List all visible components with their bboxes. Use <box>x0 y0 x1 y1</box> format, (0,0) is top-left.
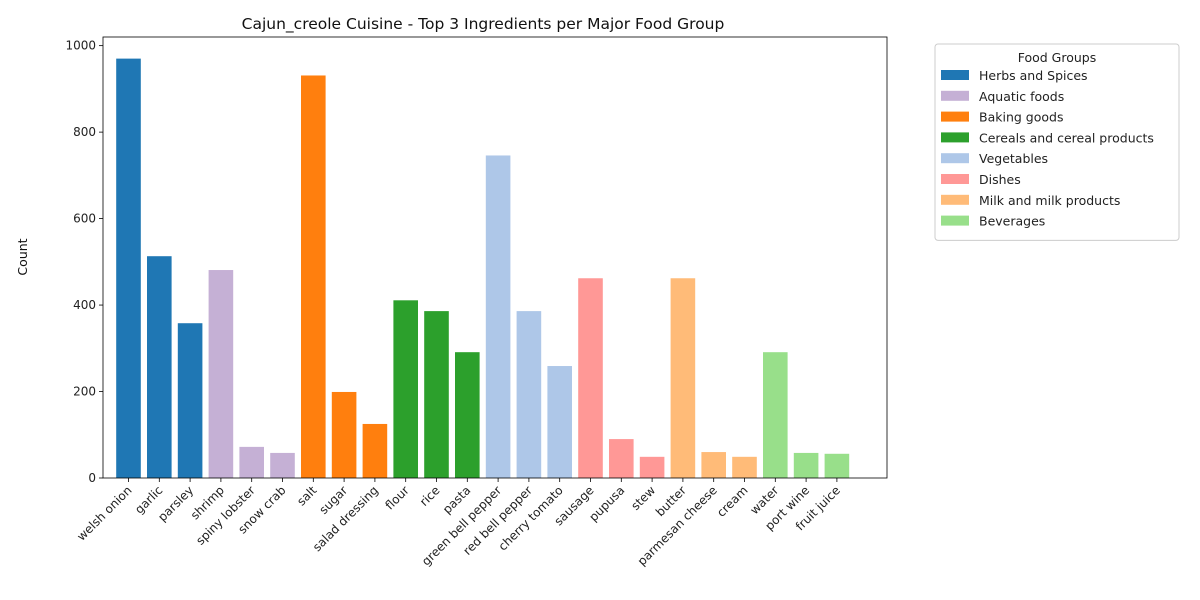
legend-title: Food Groups <box>1018 50 1097 65</box>
x-tick-label: cream <box>714 483 751 520</box>
bar <box>793 452 819 478</box>
bar <box>208 270 234 478</box>
bar <box>763 352 788 478</box>
y-tick-label: 400 <box>73 298 96 312</box>
chart-title: Cajun_creole Cuisine - Top 3 Ingredients… <box>242 15 725 34</box>
legend-swatch <box>941 132 969 143</box>
legend-entry: Beverages <box>979 214 1045 229</box>
bar <box>516 311 542 478</box>
bar <box>362 423 388 478</box>
bar <box>393 300 418 478</box>
bar <box>301 75 326 479</box>
bar <box>485 155 511 478</box>
legend-swatch <box>941 153 969 164</box>
y-tick-label: 0 <box>88 471 96 485</box>
bar <box>177 323 203 478</box>
bar <box>732 456 757 478</box>
y-tick-label: 1000 <box>65 39 96 53</box>
legend-swatch <box>941 194 969 205</box>
legend-swatch <box>941 90 969 101</box>
bar <box>609 439 634 478</box>
bar <box>424 311 449 478</box>
bar <box>270 452 295 478</box>
legend-swatch <box>941 215 969 226</box>
bar <box>147 256 172 478</box>
axes-frame <box>102 36 888 479</box>
bar <box>701 452 726 478</box>
bar <box>116 58 141 478</box>
legend-entry: Dishes <box>979 172 1021 187</box>
bar <box>639 456 665 478</box>
legend-swatch <box>941 70 969 80</box>
bar <box>331 391 357 478</box>
x-tick-label: rice <box>417 483 443 509</box>
legend-box <box>934 43 1180 241</box>
bar <box>239 446 264 478</box>
legend-swatch <box>941 174 969 184</box>
legend-entry: Aquatic foods <box>979 89 1064 104</box>
legend-swatch <box>941 111 969 122</box>
x-tick-label: welsh onion <box>74 483 134 543</box>
y-tick-label: 600 <box>73 212 96 226</box>
bar <box>455 352 480 478</box>
x-tick-label: salt <box>294 483 319 508</box>
bar <box>578 278 603 478</box>
bar <box>670 278 696 478</box>
bar <box>824 453 850 478</box>
y-tick-label: 800 <box>73 125 96 139</box>
legend: Food Groups Herbs and Spices Aquatic foods… <box>934 43 1180 241</box>
bar <box>547 366 572 478</box>
legend-entry: Milk and milk products <box>979 193 1120 208</box>
legend-entry: Baking goods <box>979 110 1063 125</box>
legend-entry: Herbs and Spices <box>979 68 1088 83</box>
y-axis-label: Count <box>15 238 30 275</box>
x-tick-label: flour <box>383 483 412 512</box>
legend-entry: Cereals and cereal products <box>979 130 1154 145</box>
y-tick-label: 200 <box>73 385 96 399</box>
legend-entry: Vegetables <box>979 151 1048 166</box>
